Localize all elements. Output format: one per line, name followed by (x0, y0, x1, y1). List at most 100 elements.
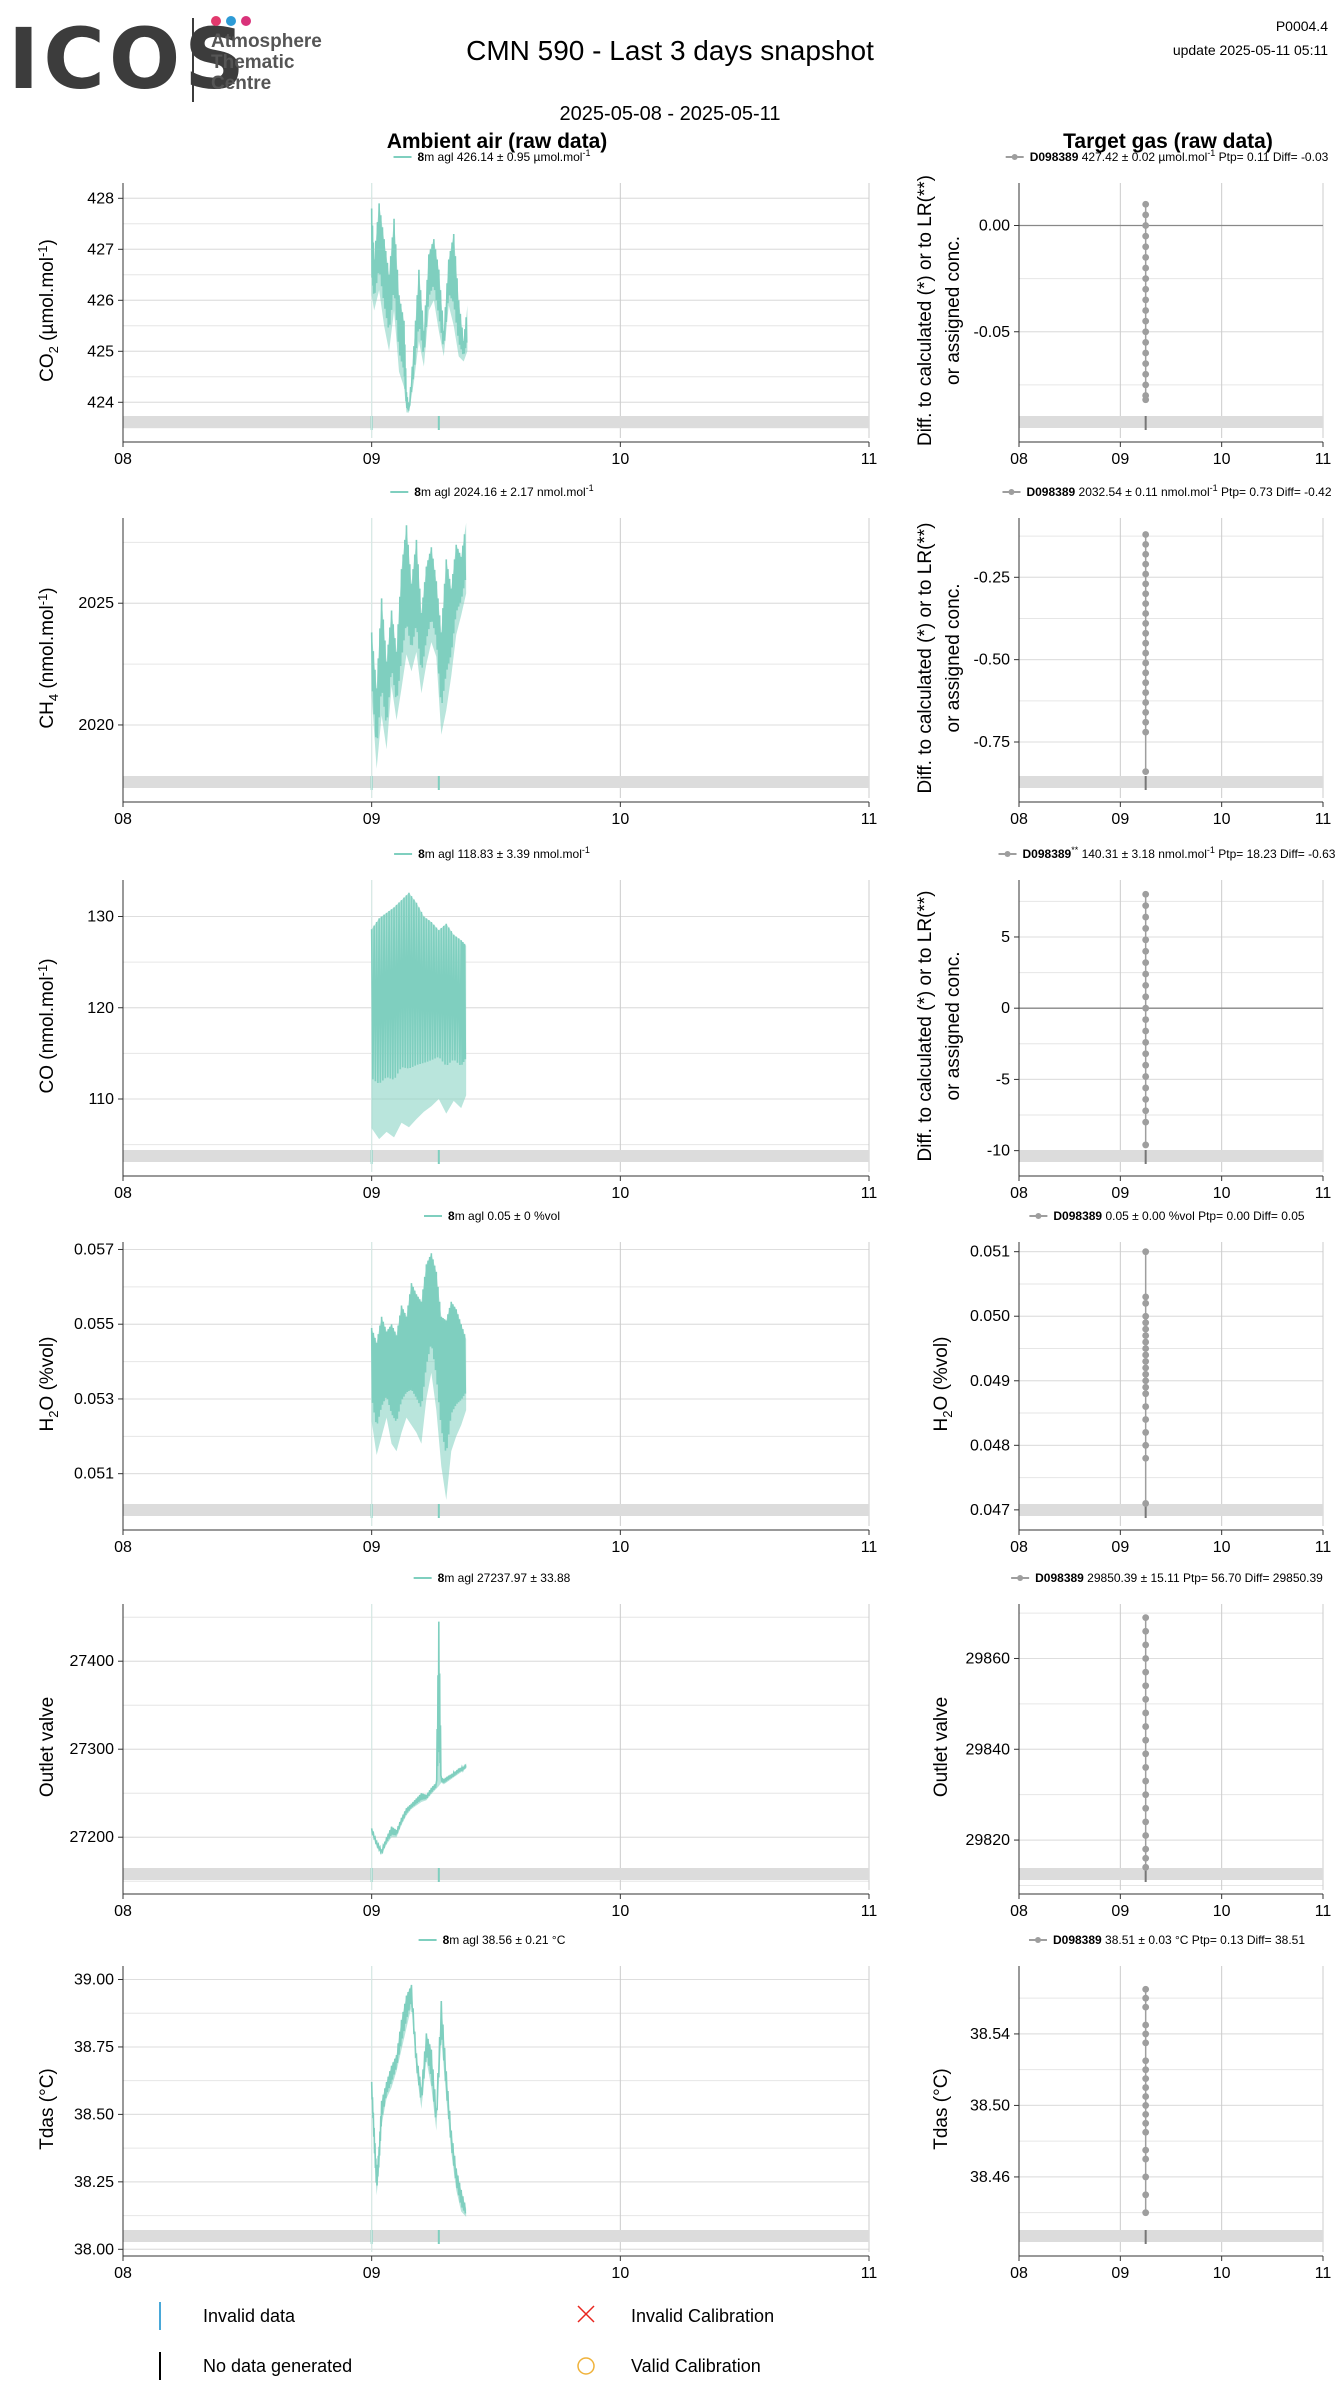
data-point (1142, 1454, 1150, 1462)
x-tick-label: 10 (1213, 1539, 1231, 1556)
y-axis-label: Outlet valve (931, 1697, 952, 1797)
data-point (1142, 2021, 1150, 2029)
data-point (1142, 2102, 1150, 2109)
data-point (1142, 540, 1150, 548)
panel-ambient-tdas: 38.00 38.25 38.50 38.75 39.00 08 09 10 11 8m agl … (37, 1933, 877, 2282)
y-tick-label: 38.25 (74, 2174, 114, 2191)
y-tick-label: 38.75 (74, 2039, 114, 2056)
x-tick-label: 11 (861, 451, 878, 468)
data-point (1142, 629, 1150, 637)
data-point (1142, 360, 1150, 368)
chart-panels: 424 425 426 427 428 08 09 10 11 8m agl 426.14 ± 0… (35, 148, 1336, 2282)
data-point (1142, 659, 1150, 667)
data-point (1142, 610, 1150, 617)
x-tick-label: 11 (1315, 451, 1332, 468)
y-axis-label: CO (nmol.mol-1) (35, 958, 58, 1093)
data-point (1142, 1655, 1150, 1662)
legend-label: 8m agl 118.83 ± 3.39 nmol.mol-1 (418, 845, 590, 861)
data-point (1142, 1325, 1150, 1333)
panel-ambient-co: 110 120 130 08 09 10 11 8m agl 118.83 ± 3.39 nm… (35, 845, 877, 1202)
legend-label: D098389 0.05 ± 0.00 %vol Ptp= 0.00 Diff=… (1053, 1209, 1305, 1223)
y-tick-label: 110 (88, 1091, 114, 1108)
panel-target-h2o: 0.047 0.048 0.049 0.050 0.051 08 09 10 11 D098389… (931, 1209, 1331, 1556)
data-point (1142, 1985, 1150, 1993)
x-tick-label: 11 (861, 1185, 878, 1202)
data-point (1142, 1750, 1150, 1758)
logo-sub-1: Atmosphere (211, 31, 322, 52)
panel-legend: 8m agl 38.56 ± 0.21 °C (418, 1933, 566, 1947)
target-heading: Target gas (raw data) (1063, 130, 1273, 153)
panel-ambient-h2o: 0.051 0.053 0.055 0.057 08 09 10 11 8m agl 0.05 … (37, 1209, 877, 1556)
data-point (1142, 982, 1150, 989)
data-point (1142, 2003, 1150, 2011)
y-tick-label: 130 (87, 909, 114, 926)
data-point (1142, 200, 1150, 208)
data-point (1142, 307, 1150, 314)
valid-calibration-symbol (577, 2357, 595, 2375)
x-tick-label: 09 (363, 451, 381, 468)
y-tick-label: -0.25 (974, 569, 1011, 586)
data-point (1142, 1351, 1150, 1359)
y-tick-label: 425 (87, 343, 114, 360)
data-point (1142, 1038, 1150, 1046)
y-tick-label: 29840 (966, 1741, 1011, 1758)
y-tick-label: -10 (987, 1143, 1010, 1160)
product-code: P0004.4 (1276, 18, 1328, 34)
logo-sub-2: Thematic (211, 52, 295, 73)
y-tick-label: 39.00 (74, 1971, 114, 1988)
panel-target-outlet: 29820 29840 29860 08 09 10 11 D098389 29850.39 … (931, 1571, 1331, 1920)
panel-legend: D098389 29850.39 ± 15.11 Ptp= 56.70 Diff… (1011, 1571, 1323, 1585)
legend-label: 8m agl 426.14 ± 0.95 µmol.mol-1 (418, 148, 591, 164)
status-band (1019, 776, 1323, 788)
invalid-data-label: Invalid data (203, 2306, 296, 2326)
x-tick-label: 08 (114, 451, 132, 468)
status-band (123, 416, 869, 428)
panel-legend: D098389 427.42 ± 0.02 µmol.mol-1 Ptp= 0.… (1005, 148, 1329, 164)
data-point (1142, 1614, 1150, 1622)
data-point (1142, 1364, 1150, 1372)
y-axis-label: CO2 (µmol.mol-1) (35, 239, 61, 382)
data-point (1142, 370, 1150, 378)
x-tick-label: 11 (861, 2265, 878, 2282)
legend-label: D098389 427.42 ± 0.02 µmol.mol-1 Ptp= 0.… (1030, 148, 1329, 164)
x-tick-label: 10 (1213, 451, 1231, 468)
y-tick-label: 0.051 (74, 1466, 114, 1483)
data-point (1142, 1709, 1150, 1717)
data-point (1142, 1050, 1150, 1058)
panel-legend: D098389 2032.54 ± 0.11 nmol.mol-1 Ptp= 0… (1002, 483, 1332, 499)
y-axis-label: H2O (%vol) (931, 1337, 955, 1432)
data-point (1142, 993, 1150, 1001)
panel-legend: D098389 38.51 ± 0.03 °C Ptp= 0.13 Diff= … (1028, 1933, 1305, 1947)
data-point (1142, 2093, 1150, 2100)
data-point (1142, 580, 1150, 588)
data-point (1142, 1358, 1150, 1365)
data-point (1142, 2119, 1150, 2127)
panel-legend: 8m agl 426.14 ± 0.95 µmol.mol-1 (393, 148, 591, 164)
y-tick-label: 27200 (70, 1829, 115, 1846)
data-point (1142, 1027, 1150, 1035)
data-point (1142, 2057, 1150, 2065)
data-point (1142, 1818, 1150, 1826)
data-point (1142, 2084, 1150, 2091)
data-point (1142, 1332, 1150, 1339)
legend-swatch-point (1011, 154, 1018, 160)
y-tick-label: -5 (996, 1071, 1010, 1088)
data-point (1142, 1994, 1150, 2002)
x-tick-label: 10 (1213, 2265, 1231, 2282)
x-tick-label: 09 (363, 1185, 381, 1202)
y-tick-label: 2020 (78, 717, 114, 734)
page-title: CMN 590 - Last 3 days snapshot (466, 35, 874, 66)
y-axis-label: or assigned conc. (943, 236, 964, 385)
data-point (1142, 1319, 1150, 1327)
data-point (1142, 1804, 1150, 1812)
data-point (1142, 959, 1150, 967)
panel-ambient-outlet: 27200 27300 27400 08 09 10 11 8m agl 27237.97 ±… (37, 1571, 877, 1920)
panel-target-ch4: -0.25 -0.50 -0.75 08 09 10 11 D098389 2032.54 ±… (915, 483, 1332, 828)
x-tick-label: 09 (363, 2265, 381, 2282)
data-point (1142, 947, 1150, 955)
data-point (1142, 1004, 1150, 1012)
data-point (1142, 2209, 1150, 2217)
panel-legend: D098389 0.05 ± 0.00 %vol Ptp= 0.00 Diff=… (1029, 1209, 1305, 1223)
data-point (1142, 2155, 1150, 2163)
x-tick-label: 10 (611, 451, 629, 468)
